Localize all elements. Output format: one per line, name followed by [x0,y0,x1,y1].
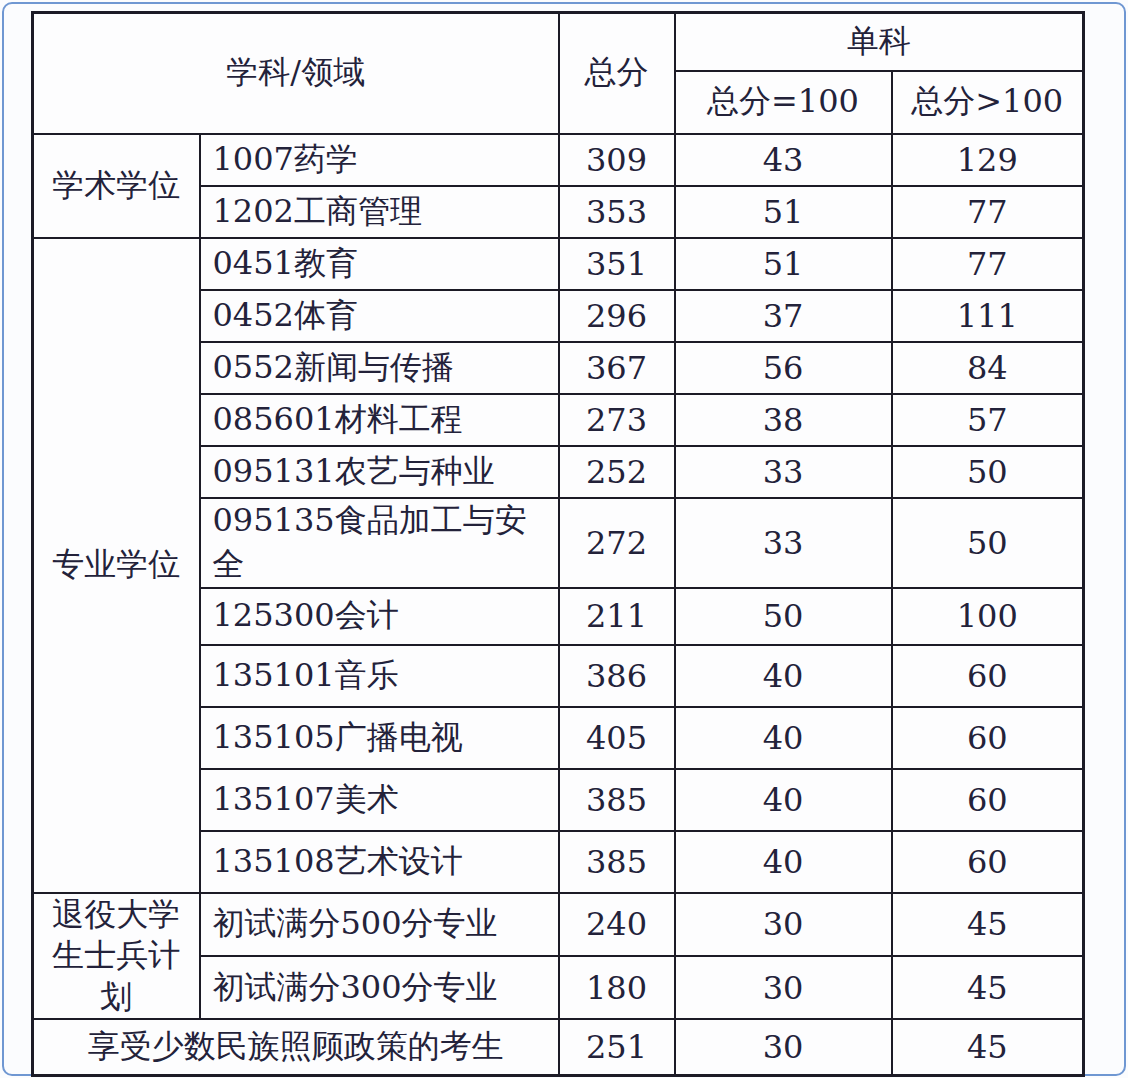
single-eq100-cell: 51 [675,186,892,238]
single-eq100-cell: 56 [675,342,892,394]
subject-cell: 135101音乐 [200,645,559,707]
total-score-cell: 309 [559,134,675,186]
single-gt100-cell: 60 [892,707,1084,769]
single-gt100-cell: 50 [892,446,1084,498]
minority-policy-cell: 享受少数民族照顾政策的考生 [33,1019,559,1075]
single-gt100-cell: 100 [892,588,1084,645]
subject-cell: 0451教育 [200,238,559,290]
single-gt100-cell: 60 [892,645,1084,707]
subject-cell: 095135食品加工与安全 [200,498,559,588]
single-eq100-cell: 38 [675,394,892,446]
subject-cell: 135107美术 [200,769,559,831]
header-single-subject: 单科 [675,13,1084,71]
single-eq100-cell: 43 [675,134,892,186]
single-gt100-cell: 45 [892,1019,1084,1075]
single-gt100-cell: 45 [892,956,1084,1019]
total-score-cell: 405 [559,707,675,769]
table-header: 学科/领域 总分 单科 总分=100 总分>100 [33,13,1084,134]
header-row-1: 学科/领域 总分 单科 [33,13,1084,71]
single-eq100-cell: 37 [675,290,892,342]
total-score-cell: 386 [559,645,675,707]
table-row: 专业学位 0451教育 351 51 77 [33,238,1084,290]
subject-cell: 125300会计 [200,588,559,645]
group-cell-academic: 学术学位 [33,134,200,238]
table-row: 退役大学生士兵计划 初试满分500分专业 240 30 45 [33,893,1084,956]
total-score-cell: 211 [559,588,675,645]
subject-cell: 0452体育 [200,290,559,342]
single-eq100-cell: 40 [675,831,892,893]
total-score-cell: 367 [559,342,675,394]
total-score-cell: 180 [559,956,675,1019]
single-gt100-cell: 60 [892,769,1084,831]
header-single-eq100: 总分=100 [675,71,892,134]
total-score-cell: 351 [559,238,675,290]
total-score-cell: 272 [559,498,675,588]
subject-cell: 1202工商管理 [200,186,559,238]
single-gt100-cell: 60 [892,831,1084,893]
subject-cell: 135105广播电视 [200,707,559,769]
table-row: 享受少数民族照顾政策的考生 251 30 45 [33,1019,1084,1075]
single-gt100-cell: 77 [892,238,1084,290]
single-eq100-cell: 40 [675,769,892,831]
single-eq100-cell: 30 [675,1019,892,1075]
total-score-cell: 252 [559,446,675,498]
single-eq100-cell: 50 [675,588,892,645]
total-score-cell: 353 [559,186,675,238]
single-eq100-cell: 33 [675,446,892,498]
single-eq100-cell: 33 [675,498,892,588]
single-eq100-cell: 40 [675,707,892,769]
total-score-cell: 385 [559,831,675,893]
subject-cell: 初试满分300分专业 [200,956,559,1019]
group-cell-professional: 专业学位 [33,238,200,893]
subject-cell: 135108艺术设计 [200,831,559,893]
single-eq100-cell: 30 [675,893,892,956]
single-gt100-cell: 129 [892,134,1084,186]
single-eq100-cell: 30 [675,956,892,1019]
subject-cell: 095131农艺与种业 [200,446,559,498]
single-eq100-cell: 40 [675,645,892,707]
subject-cell: 0552新闻与传播 [200,342,559,394]
subject-cell: 初试满分500分专业 [200,893,559,956]
total-score-cell: 296 [559,290,675,342]
total-score-cell: 385 [559,769,675,831]
total-score-cell: 240 [559,893,675,956]
header-subject-area: 学科/领域 [33,13,559,134]
header-single-gt100: 总分>100 [892,71,1084,134]
single-gt100-cell: 77 [892,186,1084,238]
subject-cell: 085601材料工程 [200,394,559,446]
single-gt100-cell: 45 [892,893,1084,956]
score-line-table: 学科/领域 总分 单科 总分=100 总分>100 学术学位 1007药学 30… [31,11,1085,1077]
single-gt100-cell: 84 [892,342,1084,394]
single-eq100-cell: 51 [675,238,892,290]
single-gt100-cell: 50 [892,498,1084,588]
group-cell-veteran-plan: 退役大学生士兵计划 [33,893,200,1020]
table-row: 学术学位 1007药学 309 43 129 [33,134,1084,186]
single-gt100-cell: 57 [892,394,1084,446]
total-score-cell: 251 [559,1019,675,1075]
single-gt100-cell: 111 [892,290,1084,342]
total-score-cell: 273 [559,394,675,446]
header-total-score: 总分 [559,13,675,134]
subject-cell: 1007药学 [200,134,559,186]
